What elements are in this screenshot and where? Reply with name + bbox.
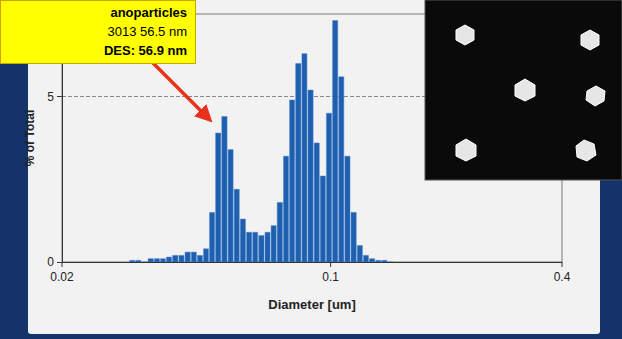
svg-text:5: 5 (47, 90, 54, 104)
html-text:DES: 56.9 nm: DES: 56.9 nm (103, 43, 187, 58)
svg-text:Diameter [um]: Diameter [um] (268, 297, 355, 312)
html-text:anoparticles: anoparticles (110, 5, 187, 20)
svg-text:0.4: 0.4 (554, 270, 571, 284)
svg-text:0.1: 0.1 (322, 270, 339, 284)
svg-text:0.02: 0.02 (50, 270, 74, 284)
svg-text:0: 0 (47, 255, 54, 269)
svg-text:% of Total: % of Total (23, 110, 37, 166)
html-text:3013 56.5 nm: 3013 56.5 nm (107, 24, 187, 39)
